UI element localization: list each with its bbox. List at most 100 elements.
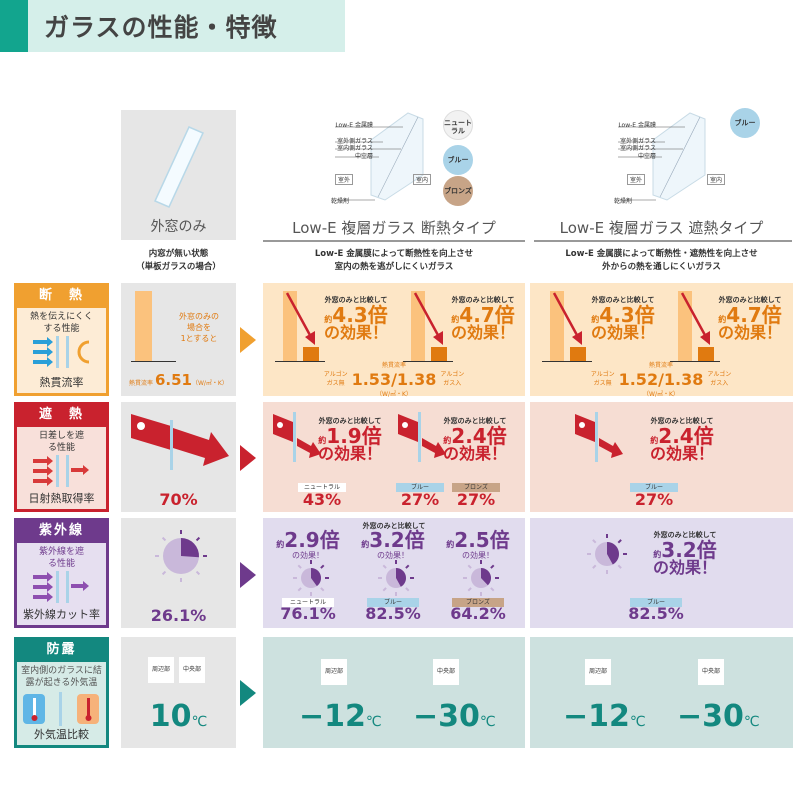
bar-comparison: [275, 291, 325, 362]
temperature-periphery: −12℃: [563, 699, 646, 734]
page-title: ガラスの性能・特徴: [44, 13, 278, 42]
row-label-condensation: 防露 室内側のガラスに結露が起きる外気温 外気温比較: [14, 637, 109, 748]
sunlight-arrow-icon: [575, 412, 623, 462]
percent-value: 27%: [456, 490, 496, 509]
temperature-periphery: −12℃: [299, 699, 382, 734]
arrow-right-icon: [240, 562, 256, 588]
percent-value: 43%: [302, 490, 342, 509]
effect-callout: 約3.2倍 の効果！: [361, 528, 425, 560]
label-desiccant: 乾燥剤: [614, 198, 633, 205]
label-lowe: Low-E 金属膜: [335, 122, 373, 129]
effect-callout: 約2.9倍 の効果！: [276, 528, 340, 560]
arrow-right-icon: [240, 445, 256, 471]
arrow-right-icon: [240, 680, 256, 706]
center-label: 中央部: [698, 659, 724, 685]
double-glass-diagram: [618, 112, 706, 201]
sun-icon: [153, 528, 209, 588]
heat-shield-insulation: [530, 283, 793, 396]
bar-double: [303, 347, 319, 361]
single-uv: 26.1%: [121, 518, 236, 628]
heat-ins-condensation: 周辺部 中央部 −12℃ −30℃: [263, 637, 525, 748]
column-desc: Low-E 金属膜によって断熱性を向上させ 室内の熱を逃がしにくいガラス: [314, 249, 474, 272]
percent-value: 76.1%: [280, 604, 336, 623]
down-arrow-icon: [552, 292, 582, 345]
single-glass-header: 外窓のみ: [121, 110, 236, 240]
heat-shield-header: Low-E 金属膜 室外側ガラス 室内側ガラス 中空層 室外 室内 乾燥剤 ブルー L…: [530, 100, 793, 240]
percent-value: 82.5%: [628, 604, 684, 623]
sunlight-arrow-icon: [273, 412, 321, 462]
effect-callout: 外窓のみと比較して 約4.3倍 の効果！: [590, 296, 655, 342]
periphery-label: 周辺部: [585, 659, 611, 685]
heat-flow-icon: [33, 336, 90, 368]
label-indoor: 室内: [413, 174, 432, 185]
temperature-center: −30℃: [677, 699, 760, 734]
effect-callout: 外窓のみと比較して 約4.7倍 の効果！: [717, 296, 782, 342]
heat-shield-shading: [530, 402, 793, 512]
heat-shield-condensation: 周辺部 中央部 −12℃ −30℃: [530, 637, 793, 748]
divider: [263, 240, 525, 242]
color-swatch-neutral: ニュートラル: [443, 110, 473, 140]
effect-callout: 約2.5倍 の効果！: [446, 528, 510, 560]
column-title: 外窓のみ: [150, 219, 207, 235]
bar-single: [678, 291, 692, 361]
title-banner: ガラスの性能・特徴: [0, 0, 345, 52]
periphery-label: 周辺部: [321, 659, 347, 685]
percent-value: 82.5%: [365, 604, 421, 623]
bar-double: [698, 347, 714, 361]
center-label: 中央部: [433, 659, 459, 685]
heat-insulation-header: Low-E 金属膜 室外側ガラス 室内側ガラス 中空層 室外 室内 乾燥剤 ニュートラ…: [263, 100, 525, 240]
down-arrow-icon: [413, 292, 443, 345]
color-tag: ニュートラル: [298, 483, 346, 492]
heat-ins-shading: [263, 402, 525, 512]
bar-single: [283, 291, 297, 361]
sun-ray-icon: [33, 455, 89, 487]
column-title: Low-E 複層ガラス 断熱タイプ: [292, 219, 496, 237]
color-tag: ブルー: [396, 483, 444, 492]
single-glass-icon: [153, 126, 205, 208]
label-indoor: 室内: [707, 174, 726, 185]
label-outdoor: 室外: [335, 174, 354, 185]
bar-comparison: [542, 291, 592, 362]
effect-callout: 外窓のみと比較して 約2.4倍 の効果！: [649, 417, 714, 463]
sunlight-arrow-icon: [398, 412, 446, 462]
label-desiccant: 乾燥剤: [331, 198, 350, 205]
bar-single: [411, 291, 425, 361]
sun-icon: [461, 558, 501, 602]
effect-callout: 外窓のみと比較して 約4.7倍 の効果！: [450, 296, 515, 342]
single-insulation: 外窓のみの 場合を 1とすると 熱貫流率 6.51（W/㎡・K）: [121, 283, 236, 396]
u-value: 熱貫流率 アルゴンガス無 1.53/1.38 アルゴンガス入 （W/㎡・K）: [323, 362, 465, 398]
color-tag: ブルー: [630, 598, 682, 607]
thermometer-icons: [23, 692, 99, 726]
bar-comparison: [670, 291, 720, 362]
compare-label: 外窓のみと比較して: [362, 522, 426, 530]
label-outdoor: 室外: [627, 174, 646, 185]
sun-icon: [291, 558, 331, 602]
double-glass-diagram: [335, 112, 424, 201]
row-label-insulation: 断 熱 熱を伝えにくくする性能 熱貫流率: [14, 283, 109, 396]
sun-icon: [585, 532, 629, 580]
effect-callout: 外窓のみと比較して 約3.2倍 の効果！: [652, 531, 717, 577]
banner-accent: [0, 0, 28, 52]
color-swatch-bronze: ブロンズ: [443, 176, 473, 206]
color-tag: ブロンズ: [452, 483, 500, 492]
center-label: 中央部: [179, 657, 205, 683]
heat-shield-uv: [530, 518, 793, 628]
row-label-shading: 遮 熱 日差しを遮る性能 日射熱取得率: [14, 402, 109, 512]
bar-comparison: [403, 291, 453, 362]
arrow-right-icon: [240, 327, 256, 353]
sunlight-arrow-icon: [131, 414, 229, 470]
color-tag: ニュートラル: [282, 598, 334, 607]
row-label-uv: 紫外線 紫外線を遮る性能 紫外線カット率: [14, 518, 109, 628]
temperature-center: −30℃: [413, 699, 496, 734]
color-swatch-blue: ブルー: [730, 108, 760, 138]
color-tag: ブロンズ: [452, 598, 504, 607]
color-tag: ブルー: [630, 483, 678, 492]
sun-icon: [376, 558, 416, 602]
color-tag: ブルー: [367, 598, 419, 607]
single-shading: 70%: [121, 402, 236, 512]
percent-value: 27%: [400, 490, 440, 509]
bar-single: [550, 291, 564, 361]
percent-value: 64.2%: [450, 604, 506, 623]
heat-ins-insulation: [263, 283, 525, 396]
uv-ray-icon: [33, 571, 89, 603]
